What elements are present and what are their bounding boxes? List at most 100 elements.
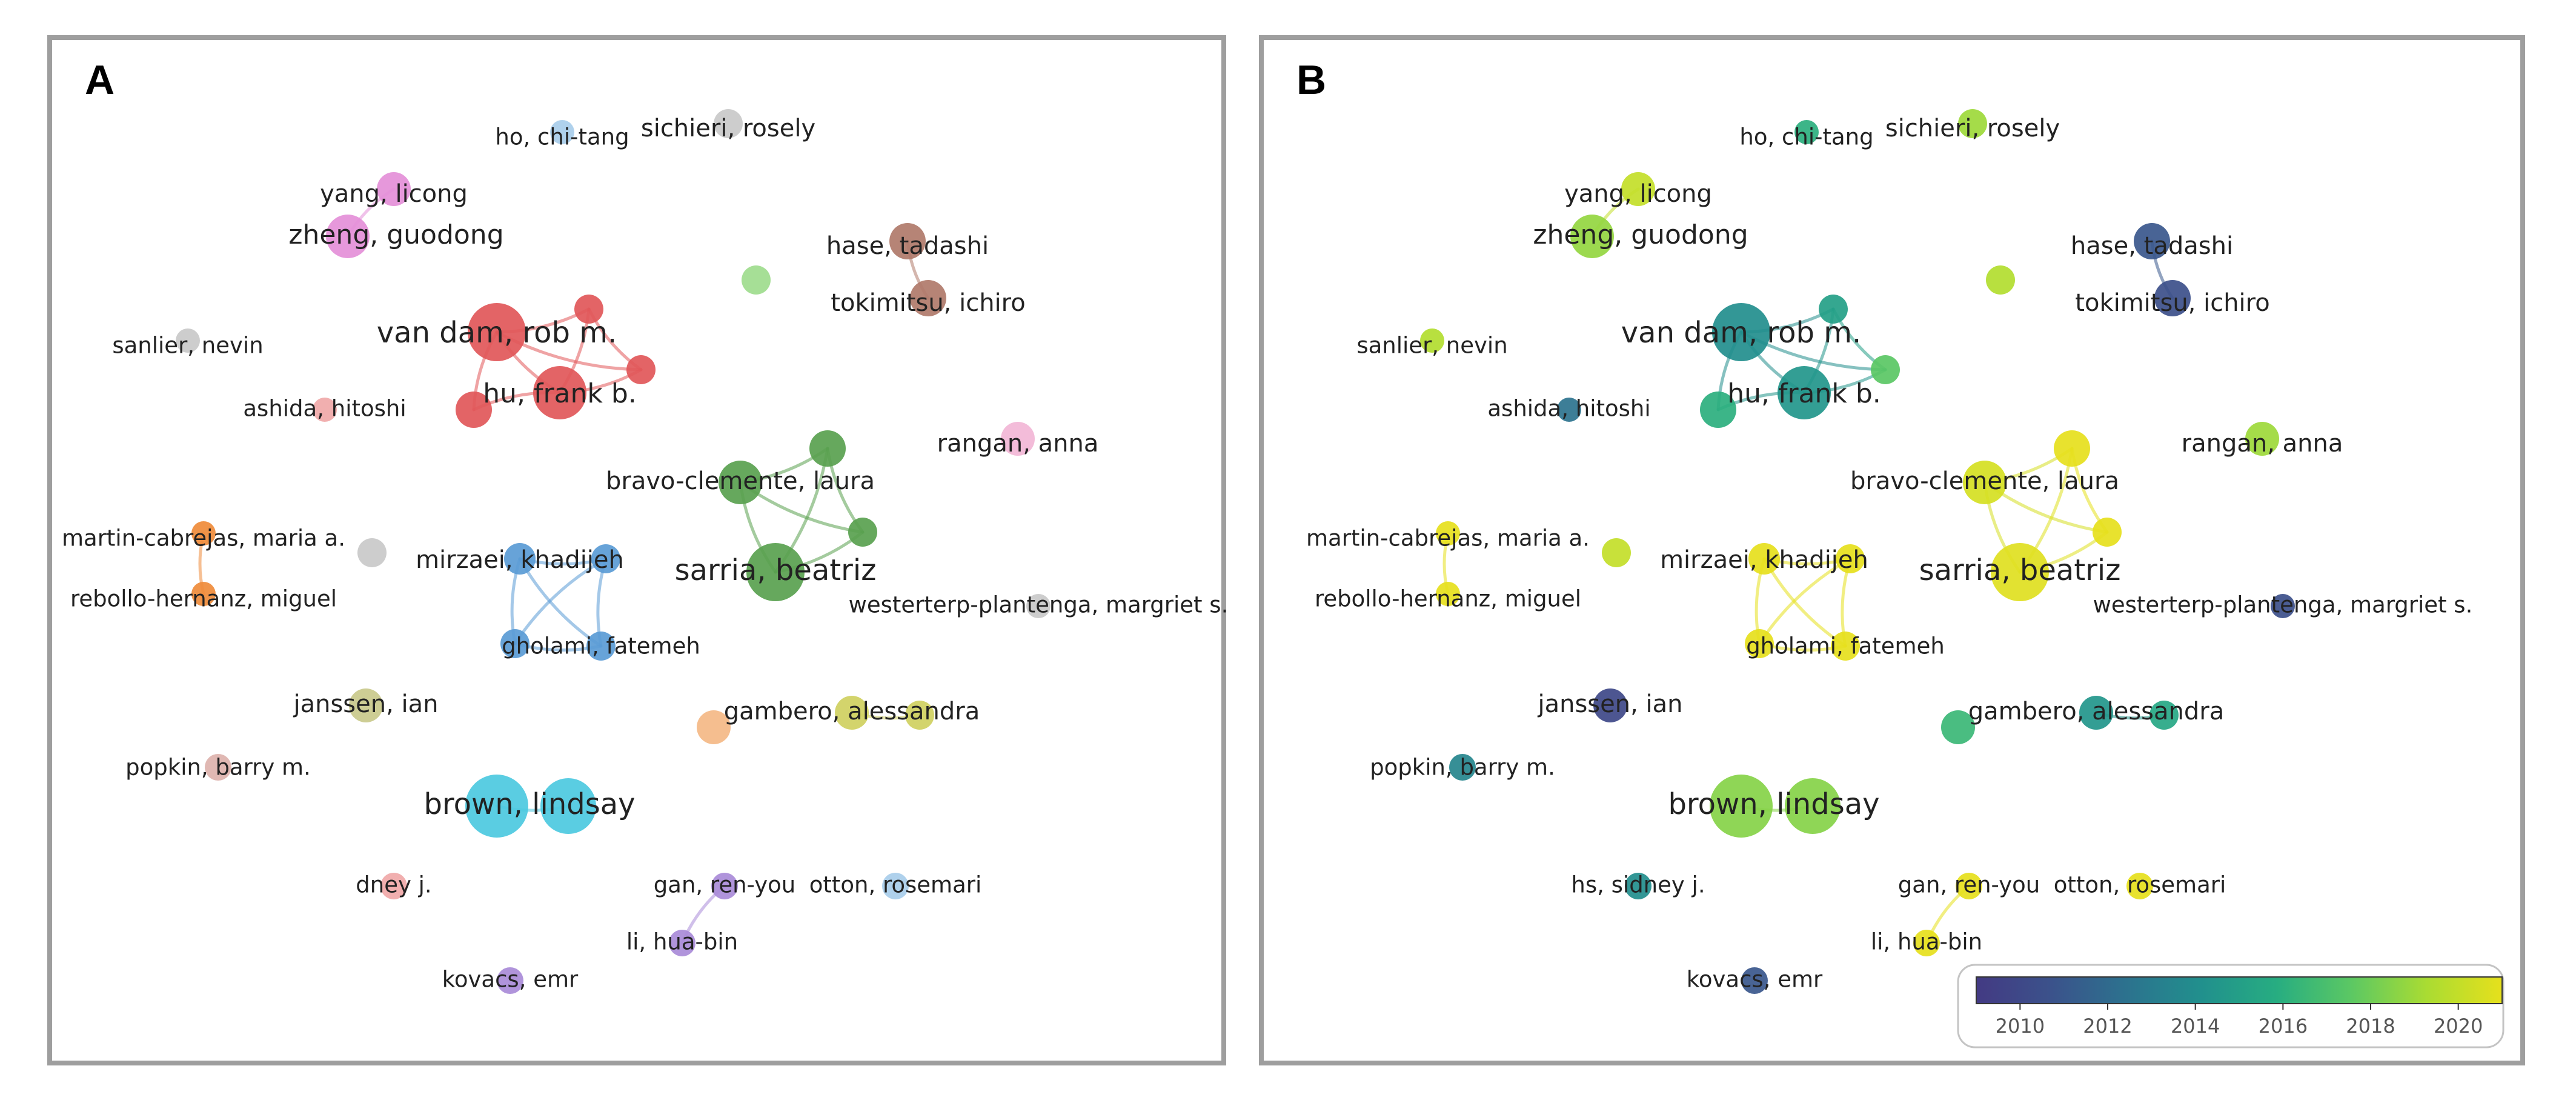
node-ashida[interactable] xyxy=(1557,398,1581,422)
node-hase[interactable] xyxy=(2134,223,2170,259)
label-yang: yang, licong xyxy=(1564,180,1712,208)
node-gholami[interactable] xyxy=(1831,632,1860,661)
node-martin[interactable] xyxy=(191,521,216,545)
node-westerterp[interactable] xyxy=(1026,594,1051,618)
node-red_b[interactable] xyxy=(626,355,656,384)
node-yang[interactable] xyxy=(377,172,411,206)
node-kovacs[interactable] xyxy=(1741,967,1768,994)
node-rangan[interactable] xyxy=(1001,422,1035,456)
node-hs[interactable] xyxy=(380,873,407,899)
label-bravo: bravo-clemente, laura xyxy=(1850,467,2119,495)
node-green_b[interactable] xyxy=(848,518,877,547)
node-sarria[interactable] xyxy=(1991,543,2049,601)
node-otton[interactable] xyxy=(882,873,909,899)
node-green_a[interactable] xyxy=(809,430,846,467)
node-red_c[interactable] xyxy=(1700,392,1736,428)
node-brown[interactable] xyxy=(465,775,528,838)
node-red_a[interactable] xyxy=(574,295,603,324)
node-hu[interactable] xyxy=(533,366,586,419)
label-martin: martin-cabrejas, maria a. xyxy=(1306,525,1590,552)
label-popkin: popkin, barry m. xyxy=(1370,755,1555,781)
node-sarria[interactable] xyxy=(746,543,805,601)
node-rebollo[interactable] xyxy=(1436,582,1460,606)
node-gambero_b[interactable] xyxy=(2149,701,2179,730)
node-gan[interactable] xyxy=(1956,873,1982,899)
node-hs[interactable] xyxy=(1625,873,1651,899)
node-gray_dot[interactable] xyxy=(1602,538,1631,567)
node-hu[interactable] xyxy=(1778,366,1831,419)
node-popkin[interactable] xyxy=(1449,754,1476,781)
panel-a-labels: ho, chi-tang sichieri, rosely yang, licong… xyxy=(62,115,1228,993)
node-green_a[interactable] xyxy=(2054,430,2090,467)
node-zheng[interactable] xyxy=(326,215,370,258)
node-yang[interactable] xyxy=(1621,172,1655,206)
label-westerterp: westerterp-plantenga, margriet s. xyxy=(2093,592,2473,618)
node-janssen[interactable] xyxy=(1593,688,1627,722)
node-mirzaei[interactable] xyxy=(1748,543,1780,575)
node-li[interactable] xyxy=(1913,930,1940,956)
node-red_c[interactable] xyxy=(456,392,492,428)
node-gambero_b[interactable] xyxy=(905,701,934,730)
node-brown_b[interactable] xyxy=(1785,778,1841,834)
node-gray_dot[interactable] xyxy=(357,538,387,567)
node-peach_dot[interactable] xyxy=(1941,710,1975,744)
node-brown[interactable] xyxy=(1710,775,1773,838)
node-gambero[interactable] xyxy=(835,696,869,730)
panel-b-labels: ho, chi-tang sichieri, rosely yang, licong… xyxy=(1306,115,2472,993)
label-mirzaei: mirzaei, khadijeh xyxy=(416,546,624,574)
node-sichieri[interactable] xyxy=(714,109,743,138)
node-sanlier[interactable] xyxy=(1420,328,1444,353)
node-bravo[interactable] xyxy=(1963,461,2007,504)
node-gan[interactable] xyxy=(711,873,738,899)
label-otton: otton, rosemari xyxy=(809,872,982,898)
node-brown_b[interactable] xyxy=(540,778,596,834)
node-zheng[interactable] xyxy=(1570,215,1614,258)
node-martin[interactable] xyxy=(1436,521,1460,545)
node-vandam[interactable] xyxy=(468,303,526,361)
node-popkin[interactable] xyxy=(205,754,231,781)
label-yang: yang, licong xyxy=(320,180,468,208)
node-gambero[interactable] xyxy=(2079,696,2113,730)
node-westerterp[interactable] xyxy=(2271,594,2295,618)
label-gan: gan, ren-you xyxy=(1898,872,2040,898)
node-lg_dot[interactable] xyxy=(1986,265,2015,295)
node-tokimitsu[interactable] xyxy=(910,280,946,316)
label-gambero: gambero, alessandra xyxy=(1968,698,2224,725)
node-li[interactable] xyxy=(669,930,695,956)
label-sichieri: sichieri, rosely xyxy=(641,115,815,142)
label-brown: brown, lindsay xyxy=(423,787,635,821)
node-janssen[interactable] xyxy=(349,688,383,722)
panel-b-nodes xyxy=(1420,109,2295,994)
label-li: li, hua-bin xyxy=(626,929,738,955)
node-hase[interactable] xyxy=(889,223,926,259)
link-blue_r-blue_l xyxy=(513,557,608,645)
panel-a-nodes xyxy=(176,109,1051,994)
node-otton[interactable] xyxy=(2126,873,2153,899)
node-vandam[interactable] xyxy=(1712,303,1770,361)
node-sanlier[interactable] xyxy=(176,328,200,353)
node-gholami[interactable] xyxy=(586,632,616,661)
node-green_b[interactable] xyxy=(2093,518,2122,547)
node-blue_l[interactable] xyxy=(500,629,529,658)
node-blue_l[interactable] xyxy=(1745,629,1774,658)
node-rebollo[interactable] xyxy=(191,582,216,606)
node-red_a[interactable] xyxy=(1819,295,1848,324)
node-peach_dot[interactable] xyxy=(697,710,731,744)
node-ashida[interactable] xyxy=(313,398,337,422)
node-sichieri[interactable] xyxy=(1958,109,1987,138)
node-ho[interactable] xyxy=(1794,120,1819,144)
node-bravo[interactable] xyxy=(719,461,762,504)
node-lg_dot[interactable] xyxy=(742,265,771,295)
panel-b-letter: B xyxy=(1296,57,1326,103)
colorbar-tick-label: 2016 xyxy=(2259,1015,2308,1038)
node-rangan[interactable] xyxy=(2245,422,2279,456)
node-blue_r[interactable] xyxy=(1836,544,1865,573)
node-red_b[interactable] xyxy=(1871,355,1900,384)
node-kovacs[interactable] xyxy=(497,967,523,994)
node-blue_r[interactable] xyxy=(591,544,620,573)
node-mirzaei[interactable] xyxy=(504,543,536,575)
node-ho[interactable] xyxy=(550,120,574,144)
node-tokimitsu[interactable] xyxy=(2154,280,2191,316)
label-ashida: ashida, hitoshi xyxy=(243,396,406,422)
label-tokimitsu: tokimitsu, ichiro xyxy=(831,289,1025,317)
